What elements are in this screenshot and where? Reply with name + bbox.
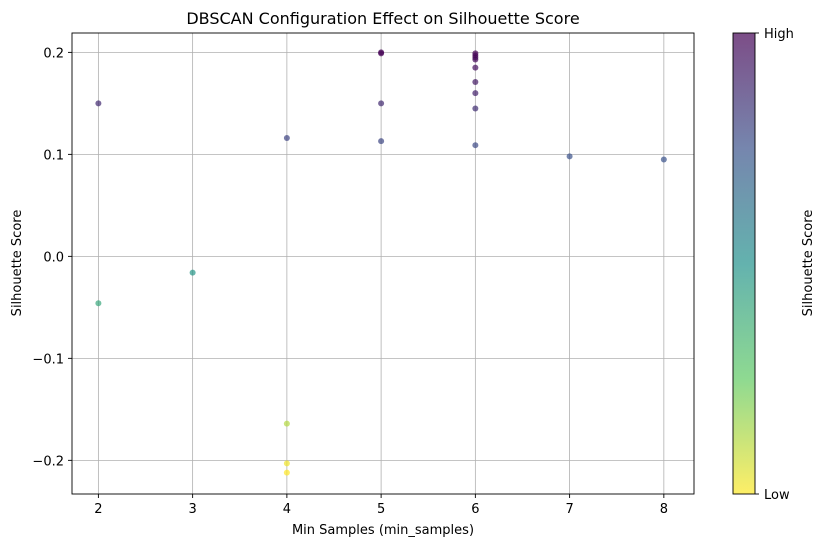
x-tick-label: 8 <box>660 502 668 517</box>
y-axis: −0.2 −0.1 0.0 0.1 0.2 <box>32 46 72 469</box>
data-point <box>283 460 290 467</box>
data-point <box>660 156 667 163</box>
data-point <box>283 135 290 142</box>
x-tick-label: 5 <box>377 502 385 517</box>
data-point <box>378 138 385 145</box>
colorbar-frame <box>732 32 756 495</box>
x-axis: 2 3 4 5 6 7 8 <box>94 494 668 517</box>
data-point <box>378 50 385 57</box>
data-point <box>189 269 196 276</box>
data-point <box>472 56 479 63</box>
data-point <box>472 142 479 149</box>
colorbar-label: Silhouette Score <box>801 210 816 317</box>
data-point <box>472 90 479 97</box>
colorbar-high-label: High <box>764 27 794 42</box>
y-axis-label: Silhouette Score <box>10 210 25 317</box>
points <box>95 49 667 476</box>
x-axis-label: Min Samples (min_samples) <box>292 523 474 538</box>
y-tick-label: 0.0 <box>43 250 64 265</box>
data-point <box>283 420 290 427</box>
data-point <box>472 105 479 112</box>
data-point <box>95 300 102 307</box>
colorbar <box>733 33 755 494</box>
data-point <box>95 100 102 107</box>
grid <box>72 33 694 494</box>
data-point <box>566 153 573 160</box>
x-tick-label: 2 <box>94 502 102 517</box>
data-point <box>378 100 385 107</box>
plot-frame <box>71 32 695 495</box>
data-point <box>472 78 479 85</box>
x-tick-label: 7 <box>565 502 573 517</box>
y-tick-label: −0.1 <box>32 352 64 367</box>
y-tick-label: −0.2 <box>32 454 64 469</box>
data-point <box>472 64 479 71</box>
chart-title: DBSCAN Configuration Effect on Silhouett… <box>186 9 579 28</box>
colorbar-low-label: Low <box>764 488 790 503</box>
x-tick-label: 3 <box>188 502 196 517</box>
x-tick-label: 4 <box>283 502 291 517</box>
y-tick-label: 0.2 <box>43 46 64 61</box>
data-point <box>283 469 290 476</box>
y-tick-label: 0.1 <box>43 148 64 163</box>
x-tick-label: 6 <box>471 502 479 517</box>
